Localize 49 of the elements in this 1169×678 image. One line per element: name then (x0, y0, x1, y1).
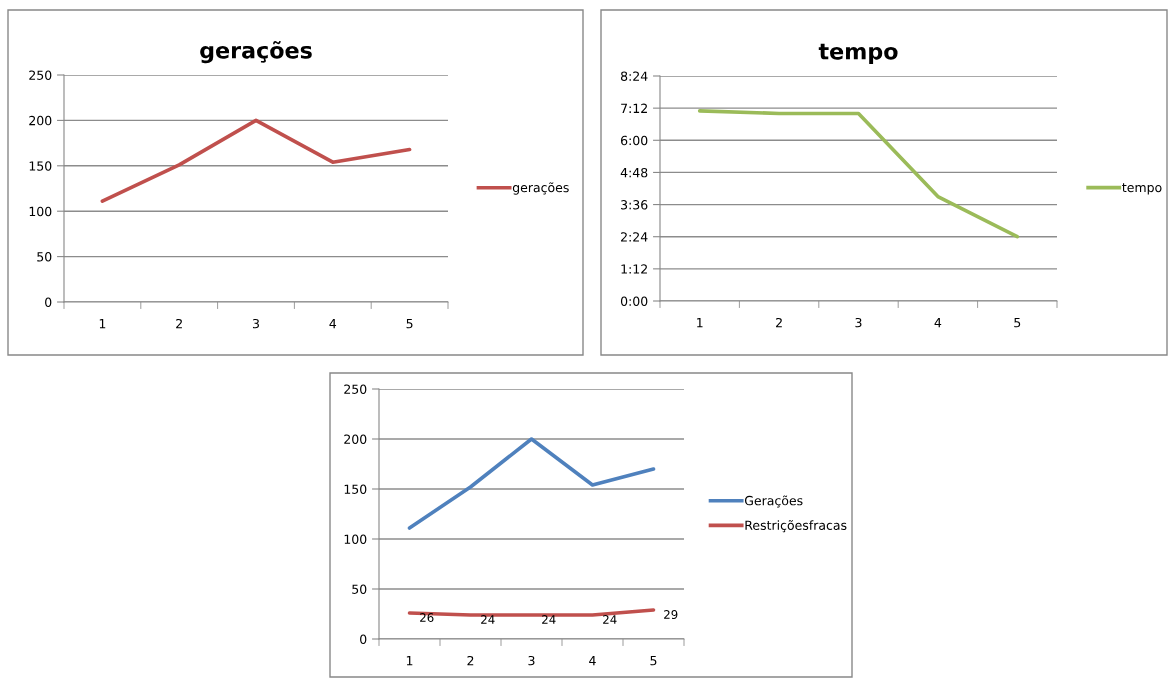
y-tick-label: 150 (29, 161, 52, 171)
chart-title: tempo (818, 43, 898, 64)
x-tick-label: 1 (697, 318, 703, 328)
x-tick-label: 2 (776, 317, 782, 328)
y-tick-label: 100 (29, 206, 52, 217)
x-tick-label: 3 (528, 655, 535, 666)
legend-label: gerações (512, 182, 569, 195)
y-tick-label: 2:24 (621, 232, 648, 242)
legend-label: Gerações (744, 495, 803, 508)
y-tick-label: 200 (344, 434, 367, 444)
line-series (407, 437, 656, 530)
y-tick-label: 0 (45, 297, 52, 307)
y-tick-label: 8:24 (620, 71, 648, 81)
y-tick-label: 7:12 (621, 103, 647, 113)
y-tick-label: 3:36 (621, 200, 648, 210)
chart-title: gerações (200, 41, 312, 64)
x-tick-label: 4 (589, 656, 596, 666)
x-tick-label: 1 (99, 319, 106, 329)
legend-label: tempo (1122, 183, 1162, 195)
x-tick-label: 5 (1014, 318, 1021, 328)
data-label: 24 (542, 615, 556, 624)
y-tick-label: 6:00 (621, 135, 648, 146)
y-tick-label: 50 (37, 252, 52, 262)
line-series (697, 109, 1020, 239)
x-tick-label: 2 (176, 318, 182, 329)
data-label: 24 (481, 615, 495, 624)
data-label: 24 (603, 615, 617, 624)
x-tick-label: 4 (329, 319, 337, 329)
x-tick-label: 4 (934, 318, 942, 328)
y-tick-label: 0:00 (620, 296, 648, 306)
y-tick-label: 1:12 (621, 264, 647, 274)
x-tick-label: 2 (467, 655, 474, 666)
y-tick-label: 250 (344, 384, 367, 394)
y-tick-label: 150 (344, 484, 367, 494)
x-tick-label: 5 (650, 656, 657, 666)
y-tick-label: 100 (344, 534, 367, 544)
y-tick-label: 200 (29, 115, 52, 126)
x-tick-label: 1 (406, 656, 413, 666)
legend-label: Restriçõesfracas (745, 520, 847, 533)
data-label: 26 (420, 613, 434, 622)
y-tick-label: 250 (29, 70, 52, 80)
x-tick-label: 3 (252, 318, 259, 329)
data-label: 29 (664, 610, 678, 619)
x-tick-label: 5 (406, 319, 413, 329)
x-tick-label: 3 (855, 317, 862, 328)
line-series (100, 118, 412, 204)
y-tick-label: 50 (352, 584, 367, 594)
y-tick-label: 0 (360, 634, 367, 644)
y-tick-label: 4:48 (620, 167, 648, 178)
